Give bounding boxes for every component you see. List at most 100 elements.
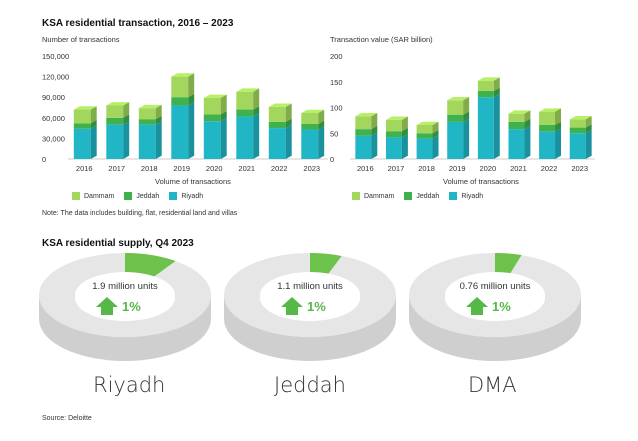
bar-stack-2023 (569, 116, 592, 159)
legend-item-riyadh: Riyadh (169, 192, 203, 200)
bar-riyadh-2019 (171, 105, 189, 159)
bar-side-jeddah-2019 (188, 93, 195, 106)
bar-dammam-2016 (73, 109, 91, 124)
bar-side-jeddah-2017 (123, 114, 130, 125)
bar-stack-2020 (203, 94, 227, 159)
supply-units-riyadh: 1.9 million units (92, 281, 158, 292)
bar-dammam-2021 (236, 91, 254, 110)
bar-jeddah-2020 (477, 91, 494, 98)
x-tick-label: 2019 (449, 164, 466, 173)
bar-side-dammam-2022 (285, 103, 292, 122)
donut-side (39, 295, 211, 361)
bar-side-jeddah-2021 (524, 118, 531, 130)
bar-stack-2023 (301, 109, 325, 159)
y-tick-label: 100 (330, 104, 343, 113)
bar-riyadh-2023 (569, 133, 586, 159)
bar-side-riyadh-2017 (401, 134, 408, 159)
bar-riyadh-2019 (447, 121, 464, 159)
legend-item-dammam: Dammam (72, 192, 114, 200)
bar-stack-2019 (447, 96, 470, 159)
bar-dammam-2019 (447, 100, 464, 115)
supply-units-dma: 0.76 million units (460, 281, 531, 292)
bar-riyadh-2017 (106, 124, 124, 159)
bar-top-2022 (539, 108, 562, 112)
bar-side-jeddah-2023 (585, 124, 592, 134)
legend-label-riyadh: Riyadh (461, 192, 484, 200)
up-arrow-icon (96, 297, 118, 315)
bar-jeddah-2017 (106, 117, 124, 125)
legend-swatch-riyadh (169, 192, 178, 200)
bar-side-dammam-2020 (220, 94, 227, 115)
bar-top-2023 (569, 116, 592, 120)
bar-side-dammam-2022 (555, 108, 562, 126)
supply-change-dma: 1% (492, 299, 511, 314)
right-stacked-bar-chart: 0 50 100 150 200 2016 2017 2018 2019 2020 2021 2022… (330, 52, 595, 173)
bar-dammam-2017 (385, 119, 402, 132)
bar-side-dammam-2017 (401, 116, 408, 132)
bar-riyadh-2016 (355, 135, 372, 159)
bar-side-dammam-2023 (318, 109, 325, 124)
bar-jeddah-2016 (73, 123, 91, 129)
bar-stack-2016 (73, 106, 97, 159)
legend-label-dammam: Dammam (84, 192, 115, 200)
bar-side-riyadh-2021 (253, 113, 260, 159)
bar-dammam-2017 (106, 105, 124, 118)
donut-hole (75, 275, 175, 321)
bar-jeddah-2018 (138, 119, 156, 125)
donut-hole (260, 275, 360, 321)
bar-side-dammam-2017 (123, 102, 130, 118)
bar-side-riyadh-2019 (188, 102, 195, 159)
bar-side-jeddah-2018 (155, 115, 162, 125)
transactions-title: KSA residential transaction, 2016 – 2023 (42, 18, 234, 29)
legend-item-riyadh: Riyadh (449, 192, 483, 200)
bar-side-dammam-2016 (90, 106, 97, 124)
bar-side-riyadh-2016 (90, 125, 97, 159)
y-tick-label: 150 (330, 78, 343, 87)
bar-side-dammam-2019 (188, 73, 195, 98)
bar-dammam-2022 (539, 111, 556, 126)
bar-dammam-2020 (477, 80, 494, 92)
bar-side-dammam-2021 (524, 110, 531, 122)
donut-side (409, 295, 581, 361)
bar-top-2016 (73, 106, 97, 110)
bar-stack-2022 (268, 103, 292, 159)
bar-jeddah-2023 (301, 123, 319, 130)
city-label-dma: DMA (468, 373, 517, 397)
city-label-jeddah: Jeddah (274, 373, 346, 397)
x-tick-label: 2023 (303, 164, 320, 173)
y-tick-label: 90,000 (42, 93, 65, 102)
y-tick-label: 120,000 (42, 73, 69, 82)
bar-side-jeddah-2022 (555, 121, 562, 132)
bar-side-riyadh-2017 (123, 121, 130, 159)
donut-riyadh: 1.9 million units 1% (39, 253, 211, 361)
bar-side-jeddah-2017 (401, 127, 408, 138)
x-tick-label: 2023 (571, 164, 588, 173)
bar-side-jeddah-2019 (463, 111, 470, 122)
bar-top-2020 (203, 94, 227, 98)
donut-slice (310, 253, 342, 274)
bar-dammam-2020 (203, 97, 221, 115)
legend-label-jeddah: Jeddah (136, 192, 160, 200)
bar-stack-2018 (138, 104, 162, 159)
bar-riyadh-2021 (508, 129, 525, 159)
legend-swatch-jeddah (124, 192, 133, 200)
donut-jeddah: 1.1 million units 1% (223, 252, 397, 361)
bar-dammam-2023 (301, 112, 319, 124)
y-tick-label: 150,000 (42, 52, 69, 61)
donut-slice (125, 253, 176, 277)
bar-top-2017 (385, 116, 408, 120)
bar-side-riyadh-2021 (524, 125, 531, 159)
bar-side-jeddah-2023 (318, 120, 325, 130)
bar-jeddah-2023 (569, 127, 586, 134)
x-tick-label: 2016 (357, 164, 374, 173)
bar-dammam-2022 (268, 106, 286, 122)
left-chart-legend: Dammam Jeddah Riyadh (72, 192, 203, 200)
bar-stack-2021 (236, 88, 260, 159)
x-tick-label: 2018 (418, 164, 435, 173)
x-tick-label: 2016 (76, 164, 93, 173)
legend-swatch-dammam (352, 192, 360, 200)
bar-side-dammam-2020 (493, 77, 500, 92)
supply-units-jeddah: 1.1 million units (277, 281, 343, 292)
legend-swatch-jeddah (404, 192, 413, 200)
